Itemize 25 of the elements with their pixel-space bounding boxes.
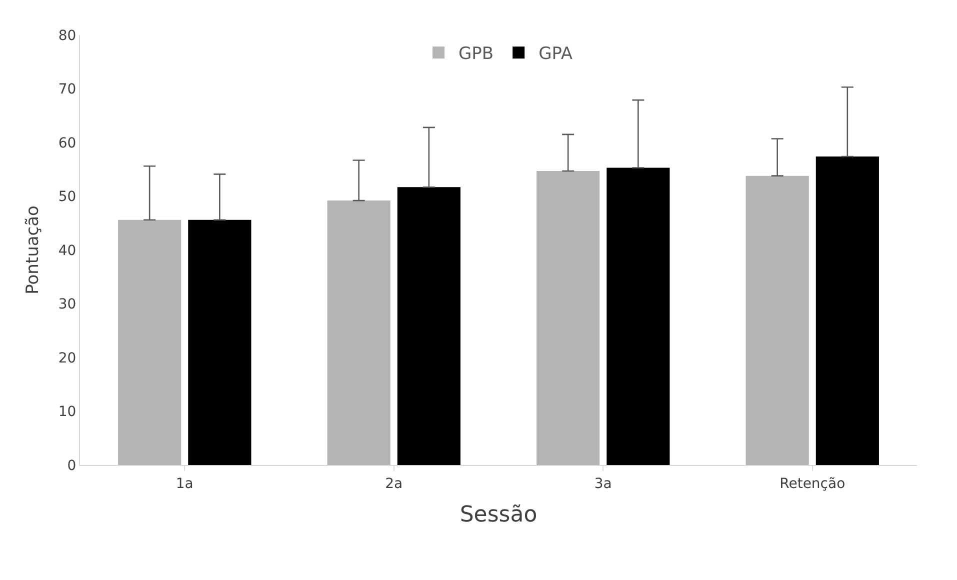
bar <box>816 156 879 465</box>
bar <box>397 187 460 465</box>
x-axis-title: Sessão <box>460 502 538 528</box>
x-tick-label: 2a <box>385 476 403 492</box>
bar <box>118 220 182 465</box>
x-tick-label: Retenção <box>780 476 846 492</box>
bar <box>327 200 390 465</box>
y-axis-title: Pontuação <box>22 206 43 294</box>
bar <box>188 220 252 465</box>
legend-label: GPA <box>538 44 573 64</box>
y-tick-label: 50 <box>58 189 76 206</box>
y-tick-label: 60 <box>58 135 76 152</box>
y-tick-label: 40 <box>58 242 76 259</box>
bar <box>746 176 809 465</box>
x-tick-label: 1a <box>176 476 194 492</box>
y-tick-label: 20 <box>58 350 76 366</box>
x-tick-label: 3a <box>594 476 612 492</box>
bar <box>536 170 600 465</box>
y-tick-label: 30 <box>58 296 76 313</box>
y-tick-label: 10 <box>58 404 76 420</box>
legend-label: GPB <box>458 44 494 64</box>
y-tick-label: 70 <box>58 82 76 98</box>
y-tick-label: 0 <box>67 458 76 474</box>
bar <box>606 168 670 465</box>
y-tick-label: 80 <box>58 28 76 44</box>
